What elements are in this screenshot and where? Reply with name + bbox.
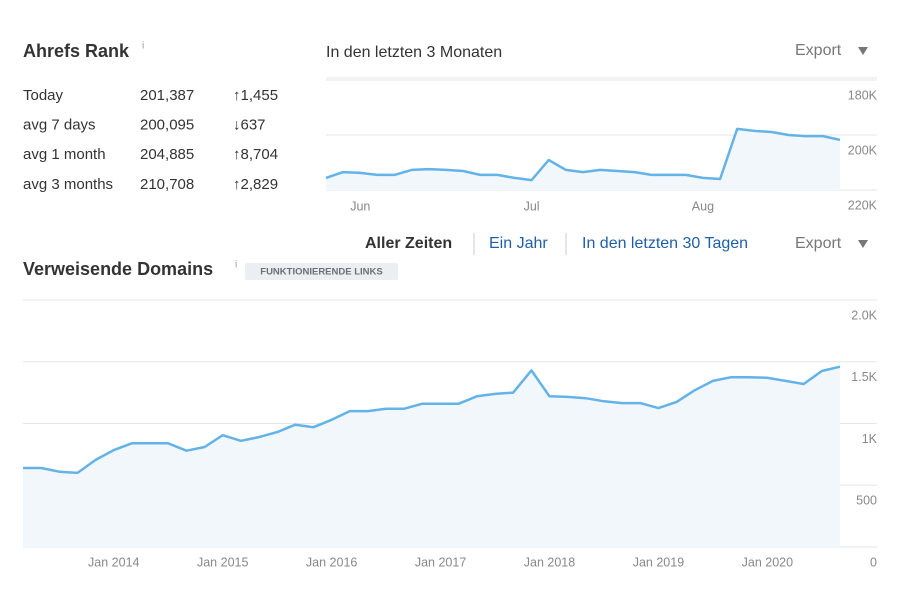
row-label: avg 1 month — [23, 146, 106, 163]
row-label: avg 3 months — [23, 176, 113, 193]
row-value: 204,885 — [140, 146, 194, 163]
row-label: avg 7 days — [23, 117, 96, 134]
x-tick-label: Jan 2014 — [88, 555, 139, 569]
row-change: ↑8,704 — [233, 146, 278, 163]
row-change: ↓637 — [233, 117, 266, 134]
y-tick-label: 500 — [856, 494, 877, 508]
x-tick-label: Jan 2019 — [633, 555, 684, 569]
chart-title: Verweisende Domains — [23, 259, 213, 279]
x-tick-label: Jul — [524, 199, 540, 213]
x-tick-label: Jan 2020 — [742, 555, 793, 569]
row-change: ↑2,829 — [233, 176, 278, 193]
badge-bg — [245, 263, 398, 280]
chart-title: In den letzten 3 Monaten — [326, 44, 502, 61]
row-value: 200,095 — [140, 117, 194, 134]
x-tick-label: Jan 2017 — [415, 555, 466, 569]
area — [23, 366, 840, 547]
tab-active[interactable]: Aller Zeiten — [365, 235, 452, 252]
x-tick-label: Jan 2018 — [524, 555, 575, 569]
export-button[interactable]: Export — [795, 235, 842, 252]
y-tick-label: 200K — [848, 143, 878, 157]
line — [23, 365, 841, 475]
tab[interactable]: Ein Jahr — [489, 235, 548, 252]
badge: FUNKTIONIERENDE LINKS — [260, 267, 382, 278]
y-tick-label: 1K — [862, 432, 878, 446]
area — [326, 128, 840, 190]
info-icon[interactable]: i — [142, 41, 144, 52]
rank-title: Ahrefs Rank — [23, 41, 130, 61]
dropdown-arrow[interactable] — [858, 240, 868, 248]
y-tick-label: 0 — [870, 555, 877, 569]
x-tick-label: Jan 2015 — [197, 555, 248, 569]
y-tick-label: 220K — [848, 198, 878, 212]
x-tick-label: Jan 2016 — [306, 555, 357, 569]
y-tick-label: 1.5K — [851, 370, 877, 384]
y-tick-label: 2.0K — [851, 308, 877, 322]
row-value: 210,708 — [140, 176, 194, 193]
export-button[interactable]: Export — [795, 42, 842, 59]
row-value: 201,387 — [140, 87, 194, 104]
x-tick-label: Jun — [350, 199, 370, 213]
x-tick-label: Aug — [692, 199, 714, 213]
info-icon[interactable]: i — [235, 260, 237, 271]
y-tick-label: 180K — [848, 88, 878, 102]
row-change: ↑1,455 — [233, 87, 278, 104]
row-label: Today — [23, 87, 64, 104]
line — [325, 127, 841, 182]
tab[interactable]: In den letzten 30 Tagen — [582, 235, 748, 252]
dropdown-arrow[interactable] — [858, 47, 868, 55]
